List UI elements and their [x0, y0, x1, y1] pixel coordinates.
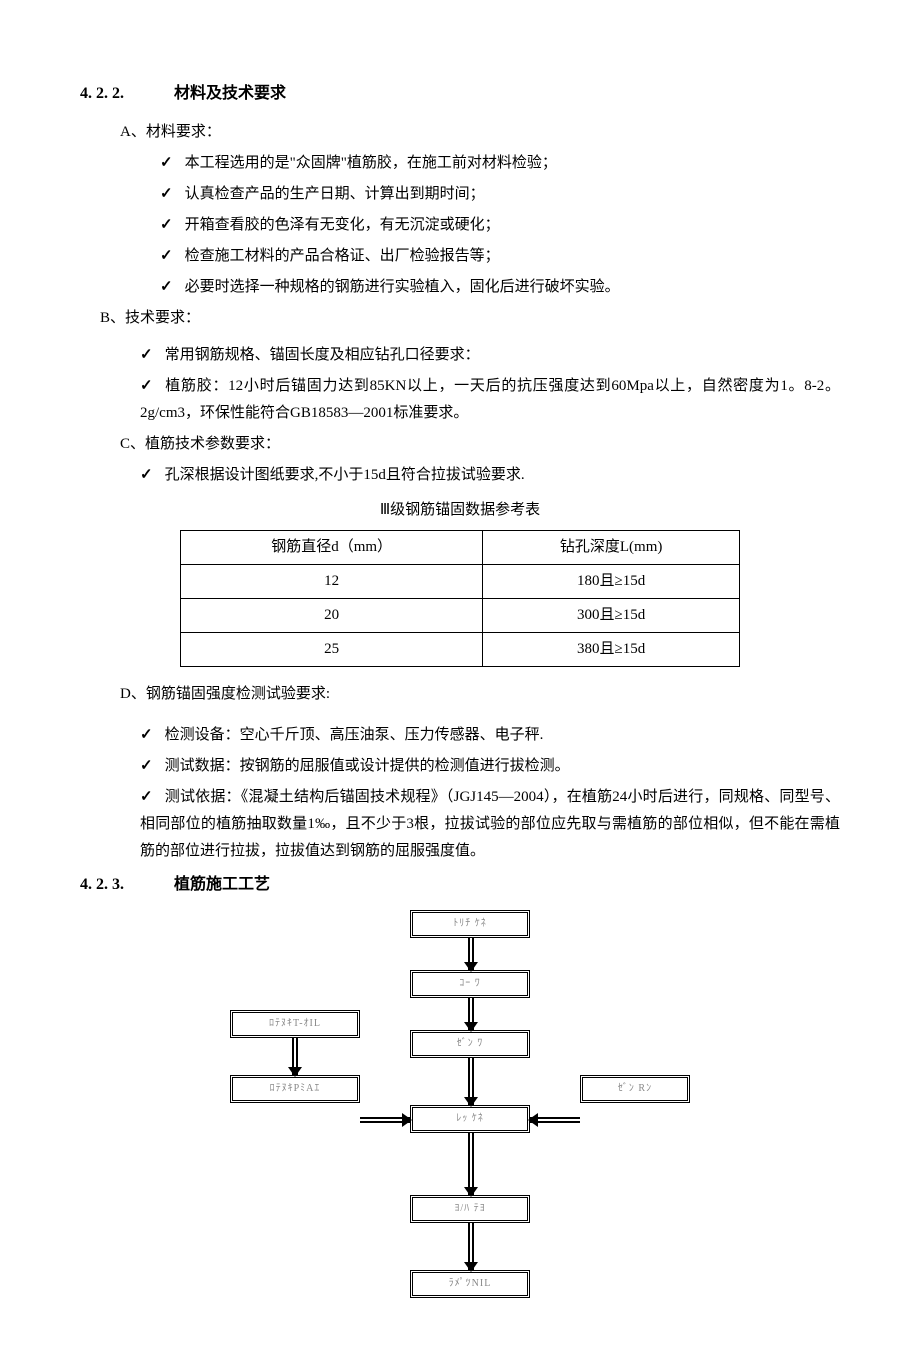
list-item: 孔深根据设计图纸要求,不小于15d且符合拉拔试验要求.: [140, 462, 840, 489]
flow-arrow-down: [292, 1038, 298, 1075]
table-row: 25 380且≥15d: [181, 632, 740, 666]
table-header: 钢筋直径d（mm）: [181, 530, 483, 564]
flow-arrow-down: [468, 1058, 474, 1105]
table-title: Ⅲ级钢筋锚固数据参考表: [80, 497, 840, 524]
part-d-list: 检测设备：空心千斤顶、高压油泵、压力传感器、电子秤. 测试数据：按钢筋的屈服值或…: [140, 722, 840, 865]
list-item: 开箱查看胶的色泽有无变化，有无沉淀或硬化；: [160, 212, 840, 239]
flow-node: ﾛﾃﾇｷT-ｵIL: [230, 1010, 360, 1038]
flow-node: ﾖ/ﾊ ﾃﾖ: [410, 1195, 530, 1223]
table-row: 20 300且≥15d: [181, 598, 740, 632]
section-heading-422: 4. 2. 2. 材料及技术要求: [80, 80, 840, 109]
flow-node: ﾗﾒﾟﾂNIL: [410, 1270, 530, 1298]
flow-arrow-down: [468, 938, 474, 970]
list-item: 常用钢筋规格、锚固长度及相应钻孔口径要求：: [140, 342, 840, 369]
table-header-row: 钢筋直径d（mm） 钻孔深度L(mm): [181, 530, 740, 564]
table-header: 钻孔深度L(mm): [483, 530, 740, 564]
table-cell: 300且≥15d: [483, 598, 740, 632]
list-item: 植筋胶：12小时后锚固力达到85KN以上，一天后的抗压强度达到60Mpa以上，自…: [140, 373, 840, 427]
flow-node: ｾﾞﾝ Rﾝ: [580, 1075, 690, 1103]
table-cell: 25: [181, 632, 483, 666]
section-title: 材料及技术要求: [174, 85, 286, 102]
flow-node: ﾄﾘﾁ ｹﾈ: [410, 910, 530, 938]
section-title: 植筋施工工艺: [174, 876, 270, 893]
flow-arrow-right: [360, 1117, 410, 1123]
table-cell: 380且≥15d: [483, 632, 740, 666]
flow-node: ﾚｯ ｹﾈ: [410, 1105, 530, 1133]
section-heading-423: 4. 2. 3. 植筋施工工艺: [80, 871, 840, 900]
part-d-label: D、钢筋锚固强度检测试验要求:: [120, 681, 840, 708]
list-item: 本工程选用的是"众固牌"植筋胶，在施工前对材料检验；: [160, 150, 840, 177]
part-b-label: B、技术要求：: [100, 305, 840, 332]
part-a-label: A、材料要求：: [120, 119, 840, 146]
flow-node: ｺｰ ﾜ: [410, 970, 530, 998]
table-cell: 12: [181, 564, 483, 598]
table-row: 12 180且≥15d: [181, 564, 740, 598]
flow-arrow-left: [530, 1117, 580, 1123]
part-c-label: C、植筋技术参数要求：: [120, 431, 840, 458]
section-number: 4. 2. 2.: [80, 80, 170, 109]
section-number: 4. 2. 3.: [80, 871, 170, 900]
process-flowchart: ﾄﾘﾁ ｹﾈ ｺｰ ﾜ ｾﾞﾝ ﾜ ﾚｯ ｹﾈ ﾛﾃﾇｷT-ｵIL ﾛﾃﾇｷPﾐAｴ ｾﾞﾝ…: [210, 910, 710, 1350]
table-cell: 20: [181, 598, 483, 632]
part-a-list: 本工程选用的是"众固牌"植筋胶，在施工前对材料检验； 认真检查产品的生产日期、计…: [160, 150, 840, 301]
list-item: 检查施工材料的产品合格证、出厂检验报告等；: [160, 243, 840, 270]
list-item: 检测设备：空心千斤顶、高压油泵、压力传感器、电子秤.: [140, 722, 840, 749]
list-item: 测试数据：按钢筋的屈服值或设计提供的检测值进行拔检测。: [140, 753, 840, 780]
flow-arrow-down: [468, 1133, 474, 1195]
part-b-list: 常用钢筋规格、锚固长度及相应钻孔口径要求： 植筋胶：12小时后锚固力达到85KN…: [140, 342, 840, 427]
list-item: 测试依据：《混凝土结构后锚固技术规程》（JGJ145—2004），在植筋24小时…: [140, 784, 840, 865]
flow-arrow-down: [468, 998, 474, 1030]
flow-node: ﾛﾃﾇｷPﾐAｴ: [230, 1075, 360, 1103]
part-c-list: 孔深根据设计图纸要求,不小于15d且符合拉拔试验要求.: [140, 462, 840, 489]
table-cell: 180且≥15d: [483, 564, 740, 598]
flow-node: ｾﾞﾝ ﾜ: [410, 1030, 530, 1058]
flow-arrow-down: [468, 1223, 474, 1270]
list-item: 必要时选择一种规格的钢筋进行实验植入，固化后进行破坏实验。: [160, 274, 840, 301]
anchor-data-table: 钢筋直径d（mm） 钻孔深度L(mm) 12 180且≥15d 20 300且≥…: [180, 530, 740, 667]
list-item: 认真检查产品的生产日期、计算出到期时间；: [160, 181, 840, 208]
